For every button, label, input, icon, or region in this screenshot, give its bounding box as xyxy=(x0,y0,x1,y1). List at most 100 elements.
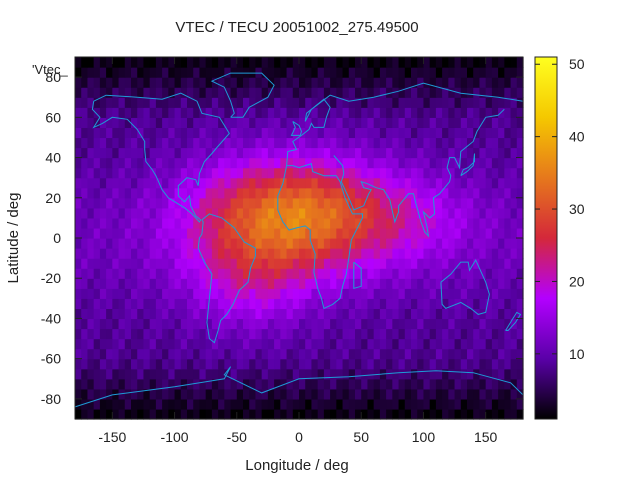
heatmap-cell xyxy=(106,167,113,179)
heatmap-cell xyxy=(299,227,306,239)
heatmap-cell xyxy=(367,67,375,78)
heatmap-cell xyxy=(435,167,443,179)
heatmap-cell xyxy=(460,207,468,219)
heatmap-cell xyxy=(323,328,331,340)
heatmap-cell xyxy=(93,167,101,179)
heatmap-cell xyxy=(155,408,163,420)
heatmap-cell xyxy=(467,177,474,189)
heatmap-cell xyxy=(367,368,375,380)
heatmap-cell xyxy=(485,117,493,128)
heatmap-cell xyxy=(230,308,238,320)
heatmap-cell xyxy=(485,378,493,390)
heatmap-cell xyxy=(286,388,294,400)
heatmap-cell xyxy=(417,348,425,360)
heatmap-cell xyxy=(211,368,219,380)
heatmap-cell xyxy=(249,157,257,169)
heatmap-cell xyxy=(99,328,107,340)
heatmap-cell xyxy=(336,227,344,239)
heatmap-cell xyxy=(292,167,300,179)
heatmap-cell xyxy=(137,87,145,98)
heatmap-cell xyxy=(155,147,163,159)
heatmap-cell xyxy=(286,147,294,159)
heatmap-cell xyxy=(479,358,487,370)
heatmap-cell xyxy=(479,308,487,320)
heatmap-cell xyxy=(280,147,288,159)
heatmap-cell xyxy=(180,197,188,209)
heatmap-cell xyxy=(429,408,437,420)
heatmap-cell xyxy=(274,117,281,128)
heatmap-cell xyxy=(348,348,356,360)
heatmap-cell xyxy=(137,358,145,370)
heatmap-cell xyxy=(373,57,381,68)
heatmap-cell xyxy=(323,248,331,259)
heatmap-cell xyxy=(131,57,138,68)
heatmap-cell xyxy=(516,87,524,98)
heatmap-cell xyxy=(99,248,107,259)
heatmap-cell xyxy=(355,318,362,330)
heatmap-cell xyxy=(404,238,412,249)
heatmap-cell xyxy=(162,318,169,330)
heatmap-cell xyxy=(187,217,194,229)
heatmap-cell xyxy=(373,348,381,360)
heatmap-cell xyxy=(218,147,225,159)
heatmap-cell xyxy=(429,278,437,289)
heatmap-cell xyxy=(187,187,194,199)
heatmap-cell xyxy=(211,378,219,390)
coastline xyxy=(460,153,475,177)
heatmap-cell xyxy=(336,107,344,118)
heatmap-cell xyxy=(143,147,151,159)
heatmap-cell xyxy=(205,238,213,249)
heatmap-cell xyxy=(274,177,281,189)
heatmap-cell xyxy=(323,167,331,179)
heatmap-cell xyxy=(143,298,151,309)
heatmap-cell xyxy=(205,268,213,279)
heatmap-cell xyxy=(305,248,313,259)
heatmap-cell xyxy=(106,258,113,269)
heatmap-cell xyxy=(479,187,487,199)
heatmap-cell xyxy=(81,328,89,340)
heatmap-cell xyxy=(442,388,449,400)
heatmap-cell xyxy=(361,107,369,118)
heatmap-cell xyxy=(211,187,219,199)
heatmap-cell xyxy=(454,248,462,259)
heatmap-cell xyxy=(379,308,387,320)
heatmap-cell xyxy=(311,77,319,88)
heatmap-cell xyxy=(249,268,257,279)
heatmap-cell xyxy=(386,268,393,279)
heatmap-cell xyxy=(180,207,188,219)
heatmap-cell xyxy=(311,157,319,169)
heatmap-cell xyxy=(317,248,325,259)
heatmap-cell xyxy=(423,248,431,259)
heatmap-cell xyxy=(392,117,400,128)
heatmap-cell xyxy=(243,248,250,259)
heatmap-cell xyxy=(274,57,281,68)
heatmap-cell xyxy=(274,77,281,88)
heatmap-cell xyxy=(305,298,313,309)
heatmap-cell xyxy=(149,348,157,360)
heatmap-cell xyxy=(87,328,95,340)
heatmap-cell xyxy=(236,258,244,269)
heatmap-cell xyxy=(355,77,362,88)
heatmap-cell xyxy=(348,107,356,118)
heatmap-cell xyxy=(417,97,425,108)
heatmap-cell xyxy=(261,378,269,390)
heatmap-cell xyxy=(174,127,182,139)
heatmap-cell xyxy=(205,197,213,209)
heatmap-cell xyxy=(330,398,337,410)
heatmap-cell xyxy=(87,338,95,350)
heatmap-cell xyxy=(411,67,418,78)
heatmap-cell xyxy=(112,167,120,179)
heatmap-cell xyxy=(99,97,107,108)
heatmap-cell xyxy=(261,217,269,229)
heatmap-cell xyxy=(423,278,431,289)
heatmap-cell xyxy=(267,308,275,320)
heatmap-cell xyxy=(211,177,219,189)
heatmap-cell xyxy=(230,217,238,229)
heatmap-cell xyxy=(274,97,281,108)
heatmap-cell xyxy=(218,328,225,340)
heatmap-cell xyxy=(510,328,518,340)
heatmap-cell xyxy=(411,197,418,209)
heatmap-cell xyxy=(516,107,524,118)
heatmap-cell xyxy=(224,318,232,330)
heatmap-cell xyxy=(149,288,157,299)
